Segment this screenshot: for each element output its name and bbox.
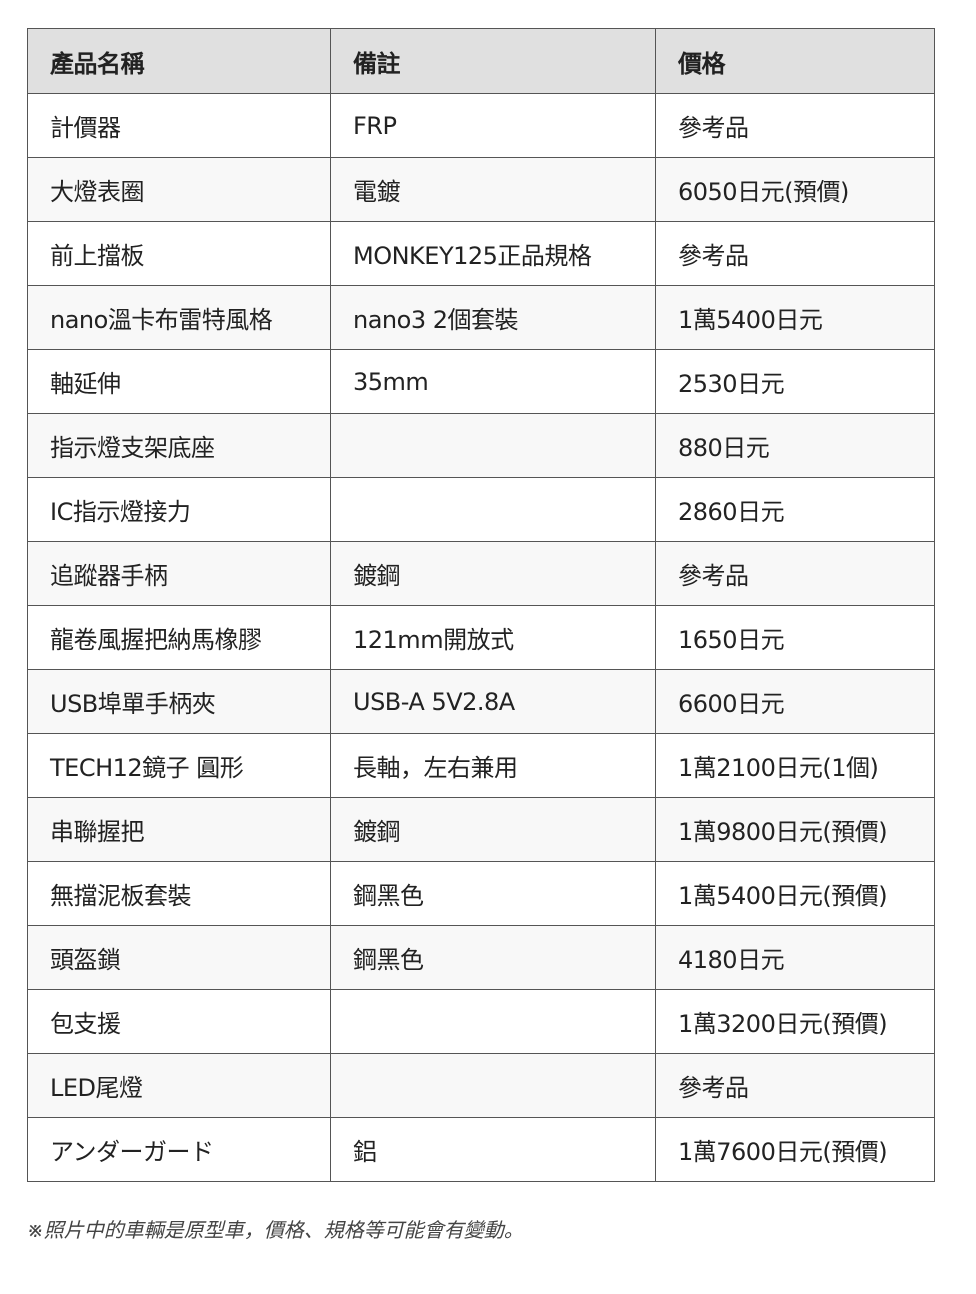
cell-remarks	[330, 413, 656, 478]
cell-remarks: 鍍鋼	[330, 797, 656, 862]
cell-remarks	[330, 989, 656, 1054]
footnote: ※照片中的車輛是原型車，價格、規格等可能會有變動。	[27, 1218, 524, 1242]
cell-remarks: USB-A 5V2.8A	[330, 669, 656, 734]
table-row: nano溫卡布雷特風格 nano3 2個套裝 1萬5400日元	[27, 285, 935, 350]
cell-price: 1萬2100日元(1個)	[655, 733, 935, 798]
cell-product-name: nano溫卡布雷特風格	[27, 285, 331, 350]
cell-remarks: 鍍鋼	[330, 541, 656, 606]
cell-product-name: 龍卷風握把納馬橡膠	[27, 605, 331, 670]
cell-price: 參考品	[655, 1053, 935, 1118]
table-row: USB埠單手柄夾 USB-A 5V2.8A 6600日元	[27, 669, 935, 734]
header-price: 價格	[655, 28, 935, 94]
table-row: TECH12鏡子 圓形 長軸，左右兼用 1萬2100日元(1個)	[27, 733, 935, 798]
cell-remarks: MONKEY125正品規格	[330, 221, 656, 286]
cell-product-name: 串聯握把	[27, 797, 331, 862]
cell-remarks	[330, 1053, 656, 1118]
table-row: 大燈表圈 電鍍 6050日元(預價)	[27, 157, 935, 222]
cell-product-name: IC指示燈接力	[27, 477, 331, 542]
cell-price: 1萬3200日元(預價)	[655, 989, 935, 1054]
cell-remarks: 長軸，左右兼用	[330, 733, 656, 798]
cell-price: 6050日元(預價)	[655, 157, 935, 222]
cell-price: 1650日元	[655, 605, 935, 670]
cell-price: 6600日元	[655, 669, 935, 734]
cell-product-name: TECH12鏡子 圓形	[27, 733, 331, 798]
cell-product-name: 軸延伸	[27, 349, 331, 414]
cell-price: 參考品	[655, 541, 935, 606]
cell-product-name: 追蹤器手柄	[27, 541, 331, 606]
cell-product-name: アンダーガード	[27, 1117, 331, 1182]
table-row: 無擋泥板套裝 鋼黑色 1萬5400日元(預價)	[27, 861, 935, 926]
table-row: 計價器 FRP 參考品	[27, 93, 935, 158]
cell-price: 參考品	[655, 93, 935, 158]
cell-remarks: 鋼黑色	[330, 861, 656, 926]
cell-product-name: 前上擋板	[27, 221, 331, 286]
cell-product-name: LED尾燈	[27, 1053, 331, 1118]
cell-remarks: 鋁	[330, 1117, 656, 1182]
cell-price: 1萬5400日元	[655, 285, 935, 350]
cell-price: 1萬9800日元(預價)	[655, 797, 935, 862]
cell-remarks: nano3 2個套裝	[330, 285, 656, 350]
table-row: 追蹤器手柄 鍍鋼 參考品	[27, 541, 935, 606]
cell-remarks: 121mm開放式	[330, 605, 656, 670]
table-row: 串聯握把 鍍鋼 1萬9800日元(預價)	[27, 797, 935, 862]
cell-product-name: 頭盔鎖	[27, 925, 331, 990]
cell-price: 2860日元	[655, 477, 935, 542]
table-row: アンダーガード鋁 1萬7600日元(預價)	[27, 1117, 935, 1182]
table-row: 指示燈支架底座 880日元	[27, 413, 935, 478]
cell-price: 2530日元	[655, 349, 935, 414]
cell-product-name: 無擋泥板套裝	[27, 861, 331, 926]
cell-product-name: 計價器	[27, 93, 331, 158]
cell-product-name: 包支援	[27, 989, 331, 1054]
table-row: 前上擋板 MONKEY125正品規格 參考品	[27, 221, 935, 286]
cell-product-name: USB埠單手柄夾	[27, 669, 331, 734]
cell-remarks: FRP	[330, 93, 656, 158]
cell-price: 4180日元	[655, 925, 935, 990]
cell-remarks	[330, 477, 656, 542]
header-remarks: 備註	[330, 28, 656, 94]
header-row: 產品名稱 備註 價格	[27, 28, 935, 94]
product-table: 產品名稱 備註 價格 計價器 FRP 參考品 大燈表圈 電鍍 6050日元(預價) 前上擋板…	[27, 28, 935, 1182]
table-row: 軸延伸 35mm 2530日元	[27, 349, 935, 414]
table-row: 龍卷風握把納馬橡膠 121mm開放式 1650日元	[27, 605, 935, 670]
cell-remarks: 35mm	[330, 349, 656, 414]
cell-price: 880日元	[655, 413, 935, 478]
cell-price: 參考品	[655, 221, 935, 286]
cell-price: 1萬7600日元(預價)	[655, 1117, 935, 1182]
table-row: 頭盔鎖 鋼黑色 4180日元	[27, 925, 935, 990]
table-row: LED尾燈 參考品	[27, 1053, 935, 1118]
cell-remarks: 鋼黑色	[330, 925, 656, 990]
cell-price: 1萬5400日元(預價)	[655, 861, 935, 926]
header-product-name: 產品名稱	[27, 28, 331, 94]
table-row: 包支援 1萬3200日元(預價)	[27, 989, 935, 1054]
cell-remarks: 電鍍	[330, 157, 656, 222]
table-row: IC指示燈接力 2860日元	[27, 477, 935, 542]
cell-product-name: 大燈表圈	[27, 157, 331, 222]
cell-product-name: 指示燈支架底座	[27, 413, 331, 478]
